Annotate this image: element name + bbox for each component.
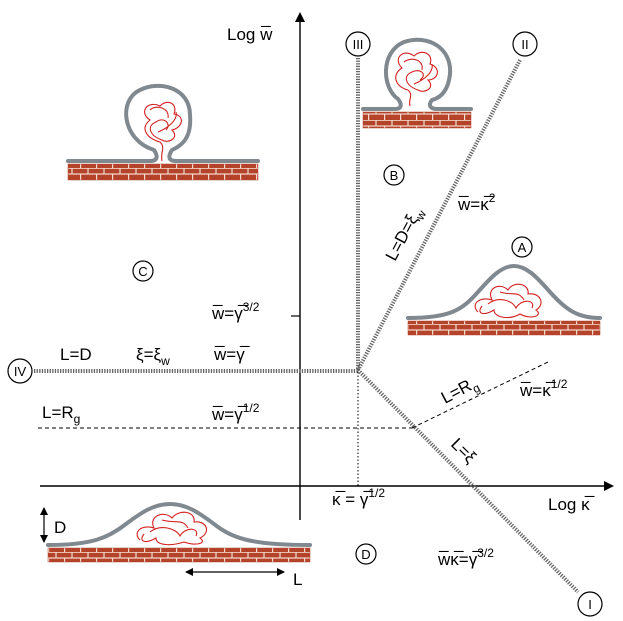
svg-text:II: II bbox=[521, 37, 528, 52]
illustration-c bbox=[66, 84, 260, 181]
label-l-eq-d: L=D bbox=[60, 345, 92, 364]
label-wk-eq-gamma32-sup: 3/2 bbox=[477, 546, 494, 560]
label-w-eq-kappa2: w̅=κ̅2 bbox=[457, 191, 496, 214]
marker-B: B bbox=[383, 164, 405, 186]
label-w-eq-gamma32: w̅=γ̅3/2 bbox=[211, 300, 260, 323]
svg-text:D: D bbox=[361, 547, 370, 562]
label-w-eq-gamma32-sup: 3/2 bbox=[243, 300, 260, 314]
label-w-eq-kappa2-main: w̅=κ̅ bbox=[457, 195, 494, 214]
label-wk-eq-gamma32: w̅κ̅=γ̅3/2 bbox=[437, 546, 494, 569]
label-w-eq-gamma: w̅=γ̅ bbox=[213, 345, 250, 364]
y-axis-label: Log w̅ bbox=[227, 25, 273, 44]
label-l-eq-d-eq-xiw: L=D=ξw bbox=[382, 204, 430, 266]
marker-A: A bbox=[511, 236, 533, 258]
boundary-lines bbox=[34, 58, 580, 594]
label-w-eq-kappa12-main: w̅=κ̅ bbox=[519, 381, 556, 400]
marker-III: III bbox=[345, 31, 371, 57]
label-w-eq-gamma32-main: w̅=γ̅ bbox=[211, 304, 248, 323]
label-w-eq-gamma12-main: w̅=γ̅ bbox=[211, 405, 248, 424]
marker-IV: IV bbox=[7, 358, 33, 384]
label-w-eq-gamma12-sup: 1/2 bbox=[243, 401, 260, 415]
label-kappa-eq-gamma12: κ̅ = γ̅1/2 bbox=[332, 486, 385, 509]
marker-D: D bbox=[355, 543, 377, 565]
label-wk-eq-gamma32-main: w̅κ̅=γ̅ bbox=[437, 550, 482, 569]
illustration-d: D L bbox=[40, 502, 312, 589]
svg-text:I: I bbox=[588, 597, 592, 612]
marker-C: C bbox=[132, 260, 154, 282]
marker-II: II bbox=[512, 31, 538, 57]
svg-text:C: C bbox=[138, 264, 147, 279]
label-w-eq-kappa12-sup: 1/2 bbox=[551, 377, 568, 391]
label-kappa-eq-gamma12-sup: 1/2 bbox=[368, 486, 385, 500]
svg-text:III: III bbox=[353, 37, 364, 52]
illustration-a bbox=[406, 264, 602, 336]
line-II bbox=[356, 59, 522, 371]
svg-text:IV: IV bbox=[14, 364, 27, 379]
label-l-eq-rg-right-main: L=R bbox=[438, 376, 475, 408]
label-l-eq-xi: L=ξ bbox=[447, 434, 480, 467]
label-l-eq-rg-left: L=Rg bbox=[42, 403, 80, 426]
illustration-b bbox=[361, 37, 473, 129]
label-l-eq-rg-left-sub: g bbox=[74, 412, 81, 426]
dimension-l-label: L bbox=[293, 570, 302, 589]
line-I bbox=[356, 368, 580, 594]
label-w-eq-kappa2-sup: 2 bbox=[489, 191, 496, 205]
label-xi-eq-xiw-main: ξ=ξ bbox=[136, 345, 162, 364]
label-w-eq-gamma12: w̅=γ̅1/2 bbox=[211, 401, 260, 424]
x-axis-label: Log κ̅ bbox=[548, 495, 595, 514]
label-kappa-eq-gamma12-main: κ̅ = γ̅ bbox=[332, 490, 373, 509]
label-xi-eq-xiw: ξ=ξw bbox=[136, 345, 170, 368]
label-l-eq-rg-left-main: L=R bbox=[42, 403, 74, 422]
label-xi-eq-xiw-sub: w bbox=[160, 354, 170, 368]
label-l-eq-rg-right: L=Rg bbox=[438, 373, 483, 411]
dimension-d-label: D bbox=[54, 518, 66, 537]
svg-text:B: B bbox=[390, 168, 399, 183]
marker-I: I bbox=[577, 591, 603, 617]
label-w-eq-kappa12: w̅=κ̅1/2 bbox=[519, 377, 568, 400]
svg-text:A: A bbox=[518, 240, 527, 255]
